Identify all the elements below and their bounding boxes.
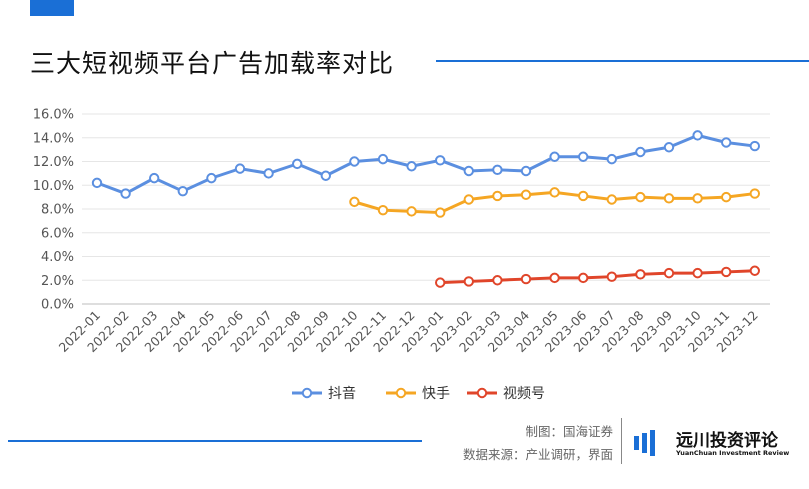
data-point xyxy=(721,137,732,148)
title-divider xyxy=(436,60,809,62)
data-point xyxy=(377,153,389,165)
brand-subtitle: YuanChuan Investment Review xyxy=(676,449,790,457)
y-tick-label: 12.0% xyxy=(33,155,74,170)
footer-divider xyxy=(8,440,422,442)
y-tick-label: 16.0% xyxy=(33,108,74,123)
data-point xyxy=(377,204,389,216)
data-point xyxy=(520,189,532,200)
legend-label: 抖音 xyxy=(328,385,356,402)
data-point xyxy=(606,153,617,165)
data-point xyxy=(663,267,675,279)
legend-swatch-marker xyxy=(301,387,313,399)
data-point xyxy=(492,275,503,286)
data-point xyxy=(91,177,103,189)
data-point xyxy=(435,277,446,288)
data-point xyxy=(635,269,646,280)
data-point xyxy=(749,265,760,276)
data-point xyxy=(692,267,703,279)
chart-title: 三大短视频平台广告加载率对比 xyxy=(30,49,395,78)
data-point xyxy=(635,191,646,203)
data-point xyxy=(234,163,246,174)
y-tick-label: 2.0% xyxy=(41,274,74,289)
data-point xyxy=(606,271,617,282)
data-point xyxy=(549,272,560,284)
data-point xyxy=(349,156,360,167)
data-point xyxy=(406,161,417,172)
y-tick-label: 8.0% xyxy=(41,203,74,218)
data-point xyxy=(263,168,274,179)
data-point xyxy=(549,187,560,198)
data-point xyxy=(406,206,417,217)
data-point xyxy=(492,164,503,176)
data-point xyxy=(463,276,474,287)
y-tick-label: 6.0% xyxy=(41,226,74,241)
footer-separator xyxy=(621,418,622,464)
data-point xyxy=(692,193,703,204)
chart-credit: 制图：国海证券 xyxy=(525,424,613,439)
y-tick-label: 10.0% xyxy=(33,179,74,194)
y-tick-label: 14.0% xyxy=(33,131,74,146)
data-point xyxy=(606,194,617,205)
data-point xyxy=(578,272,589,284)
data-point xyxy=(206,172,217,184)
data-point xyxy=(177,185,189,197)
data-point xyxy=(292,158,303,170)
data-point xyxy=(320,170,331,181)
data-point xyxy=(349,196,360,208)
data-point xyxy=(721,266,732,278)
legend-swatch-marker xyxy=(476,387,488,399)
y-tick-label: 4.0% xyxy=(41,250,74,265)
brand-name: 远川投资评论 xyxy=(676,431,778,451)
data-point xyxy=(520,165,532,177)
data-point xyxy=(663,142,675,153)
y-tick-label: 0.0% xyxy=(41,298,74,313)
data-point xyxy=(549,151,560,162)
data-point xyxy=(463,165,474,177)
data-point xyxy=(578,190,589,202)
data-point xyxy=(149,172,160,184)
data-point xyxy=(435,207,446,218)
data-point xyxy=(120,188,131,199)
series-line xyxy=(438,269,757,285)
data-point xyxy=(635,146,646,158)
data-point xyxy=(435,155,446,166)
legend-label: 视频号 xyxy=(503,386,545,402)
data-point xyxy=(463,194,474,205)
data-point xyxy=(492,190,503,202)
legend-label: 快手 xyxy=(422,386,450,402)
data-point xyxy=(692,130,703,141)
data-point xyxy=(749,140,760,152)
data-point xyxy=(749,188,760,199)
brand-logo-icon xyxy=(634,430,655,456)
data-point xyxy=(721,191,732,203)
data-point xyxy=(663,193,675,204)
header-accent-tab xyxy=(30,0,74,16)
data-source: 数据来源：产业调研，界面 xyxy=(462,447,613,462)
data-point xyxy=(578,151,589,162)
legend-swatch-marker xyxy=(395,387,407,399)
data-point xyxy=(520,273,532,285)
